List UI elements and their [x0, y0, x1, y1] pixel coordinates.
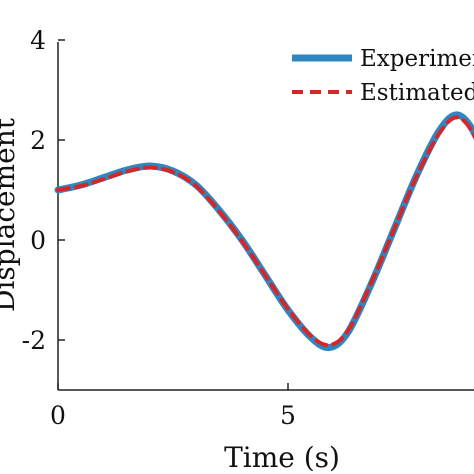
x-axis-title: Time (s) [224, 441, 340, 474]
legend: Experimen Estimated [292, 46, 474, 106]
legend-label-estimated: Estimated [360, 80, 474, 106]
legend-label-experimental: Experimen [360, 46, 474, 72]
series-line-estimated [56, 115, 474, 348]
y-tick-label: -2 [22, 326, 46, 355]
x-tick-label: 0 [50, 401, 66, 430]
series-line-experimental [54, 111, 474, 352]
x-tick-label: 5 [280, 401, 296, 430]
y-tick-label: 4 [30, 26, 46, 55]
y-tick-label: 2 [30, 126, 46, 155]
plot-area [57, 42, 474, 391]
x-ticks: 051015 [50, 383, 296, 430]
y-ticks: -2 0 2 4 [22, 26, 65, 355]
y-tick-label: 0 [30, 226, 46, 255]
series-layer [54, 111, 474, 352]
y-axis-title: Displacement [0, 117, 21, 312]
